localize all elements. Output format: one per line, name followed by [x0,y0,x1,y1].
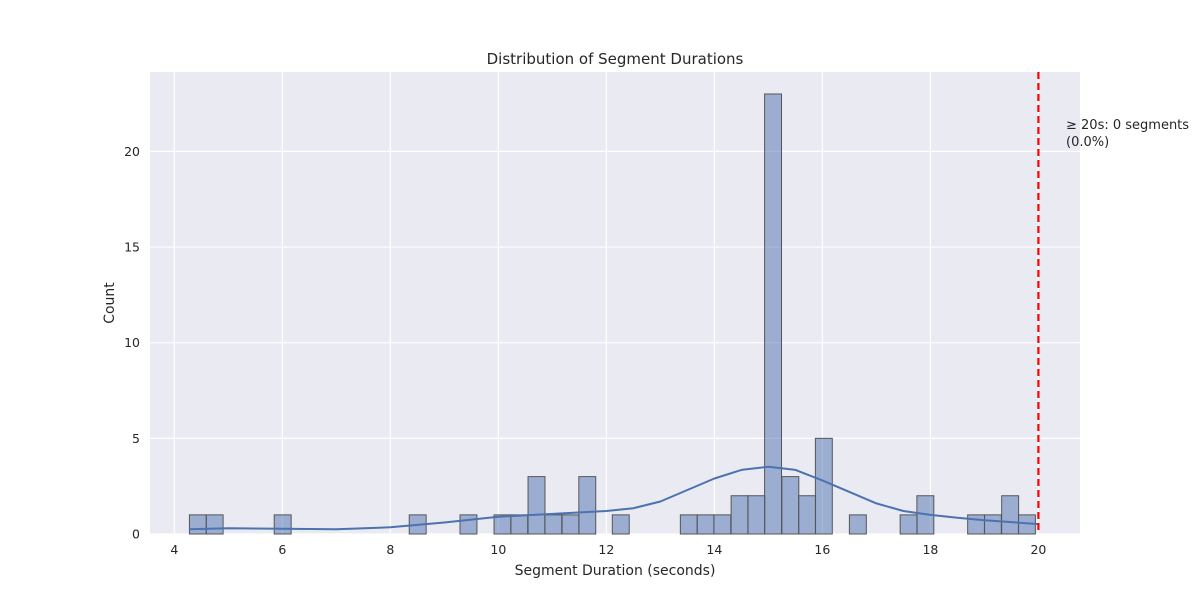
histogram-bar [814,437,833,535]
chart-title: Distribution of Segment Durations [487,50,744,68]
histogram-bar [510,514,529,535]
histogram-bar [848,514,867,535]
y-tick-label: 5 [132,431,140,446]
histogram-bar [764,93,783,535]
y-tick-label: 15 [124,240,140,255]
histogram-bar [578,476,597,535]
histogram-bar [713,514,732,535]
histogram-bar [459,514,478,535]
threshold-annotation-line1: ≥ 20s: 0 segments [1066,118,1189,133]
x-tick-label: 4 [170,542,178,557]
plot-area [150,72,1080,534]
histogram-bar [899,514,918,535]
histogram-bars [188,93,1036,535]
x-tick-label: 12 [598,542,614,557]
kde-curve [189,465,1039,531]
x-tick-label: 8 [386,542,394,557]
histogram-bar [188,514,207,535]
y-tick-label: 20 [124,144,140,159]
histogram-bar [679,514,698,535]
histogram-bar [611,514,630,535]
histogram-bar [798,495,817,535]
histogram-bar [561,514,580,535]
x-tick-label: 16 [814,542,830,557]
x-tick-label: 14 [706,542,722,557]
histogram-bar [544,514,563,535]
histogram-bar [273,514,292,535]
y-tick-label: 0 [132,527,140,542]
threshold-annotation-line2: (0.0%) [1066,135,1109,150]
x-ticks: 4 6 8 10 12 14 16 18 20 [170,542,1046,557]
histogram-bar [527,476,546,535]
x-axis-label: Segment Duration (seconds) [515,563,716,579]
histogram-bar [781,476,800,535]
y-ticks: 0 5 10 15 20 [124,144,140,542]
histogram-bar [983,514,1002,535]
x-tick-label: 10 [490,542,506,557]
histogram-bar [205,514,224,535]
histogram-bar [696,514,715,535]
histogram-bar [967,514,986,535]
y-axis-label: Count [102,282,118,324]
histogram-bar [730,495,749,535]
x-tick-label: 6 [278,542,286,557]
y-tick-label: 10 [124,335,140,350]
histogram-bar [747,495,766,535]
histogram-bar [1001,495,1020,535]
x-tick-label: 20 [1030,542,1046,557]
x-tick-label: 18 [922,542,938,557]
